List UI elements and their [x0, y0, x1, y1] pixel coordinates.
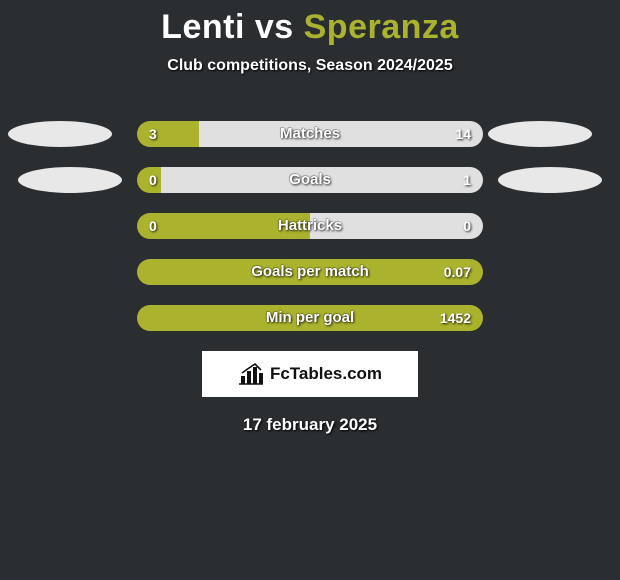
bar-segment-left: [137, 167, 161, 193]
bar-track: [137, 213, 483, 239]
page-title: Lenti vs Speranza: [0, 0, 620, 47]
infographic-date: 17 february 2025: [0, 415, 620, 435]
site-logo: FcTables.com: [202, 351, 418, 397]
stat-row: Hattricks00: [137, 213, 483, 239]
bar-segment-left: [137, 305, 483, 331]
bar-segment-left: [137, 213, 310, 239]
bar-track: [137, 167, 483, 193]
subtitle: Club competitions, Season 2024/2025: [0, 57, 620, 75]
logo-placeholder-right: [488, 121, 592, 147]
bar-segment-right: [310, 213, 483, 239]
fctables-bars-icon: [238, 363, 264, 385]
stat-row: Goals01: [137, 167, 483, 193]
logo-placeholder-left: [8, 121, 112, 147]
player1-name: Lenti: [161, 8, 245, 46]
bar-track: [137, 259, 483, 285]
logo-placeholder-left: [18, 167, 122, 193]
bar-segment-right: [161, 167, 483, 193]
bar-track: [137, 305, 483, 331]
stat-row: Min per goal1452: [137, 305, 483, 331]
site-logo-text: FcTables.com: [270, 364, 382, 384]
player2-name: Speranza: [304, 8, 459, 46]
bar-segment-right: [199, 121, 483, 147]
title-separator: vs: [255, 8, 294, 46]
bar-segment-left: [137, 259, 483, 285]
comparison-chart: Matches314 Goals01 Hattricks00 Goals per ma…: [0, 121, 620, 331]
bar-segment-left: [137, 121, 199, 147]
stat-row: Matches314: [137, 121, 483, 147]
logo-placeholder-right: [498, 167, 602, 193]
stat-row: Goals per match0.07: [137, 259, 483, 285]
bar-track: [137, 121, 483, 147]
